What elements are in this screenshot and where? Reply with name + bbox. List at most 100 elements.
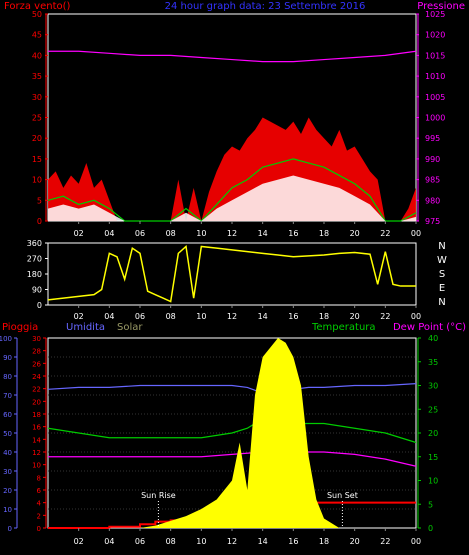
compass-label: N (438, 297, 445, 308)
x-tick-label: 18 (319, 229, 329, 238)
x-tick-label: 12 (227, 312, 237, 321)
humidity-label: Umidita (66, 322, 105, 333)
humidity-tick-label: 60 (3, 411, 12, 419)
temperature-label: Temperatura (311, 322, 376, 333)
wind-axis-label: Forza vento() (4, 1, 71, 12)
temperature-tick-label: 40 (428, 334, 438, 343)
temperature-line (47, 418, 417, 444)
rain-tick-label: 8 (37, 474, 41, 482)
left-tick-label: 90 (32, 286, 42, 295)
left-tick-label: 360 (27, 239, 42, 248)
compass-label: S (439, 269, 445, 280)
right-tick-label: 985 (425, 176, 440, 185)
temperature-tick-label: 25 (428, 405, 438, 414)
x-tick-label: 04 (104, 229, 114, 238)
x-tick-label: 16 (288, 229, 298, 238)
right-tick-label: 990 (425, 155, 440, 164)
temperature-tick-label: 35 (428, 358, 438, 367)
rain-tick-label: 14 (32, 436, 41, 444)
x-tick-label: 20 (350, 312, 360, 321)
x-tick-label: 12 (227, 537, 237, 546)
compass-label: N (438, 241, 445, 252)
x-tick-label: 02 (74, 229, 84, 238)
rain-tick-label: 20 (32, 398, 41, 406)
right-tick-label: 1025 (425, 10, 445, 19)
average-line (47, 158, 417, 222)
rain-tick-label: 12 (32, 449, 41, 457)
x-tick-label: 18 (319, 537, 329, 546)
x-tick-label: 14 (258, 312, 268, 321)
right-tick-label: 1000 (425, 114, 445, 123)
rain-tick-label: 22 (32, 386, 41, 394)
sun-rise-label: Sun Rise (141, 491, 176, 500)
compass-label: E (439, 283, 445, 294)
right-tick-label: 995 (425, 134, 440, 143)
x-tick-label: 18 (319, 312, 329, 321)
x-tick-label: 20 (350, 229, 360, 238)
humidity-tick-label: 80 (3, 373, 12, 381)
right-tick-label: 980 (425, 196, 440, 205)
humidity-tick-label: 30 (3, 468, 12, 476)
dewpoint-line (48, 451, 417, 467)
x-tick-label: 02 (74, 537, 84, 546)
pressure-line (48, 50, 417, 63)
right-tick-label: 1005 (425, 93, 445, 102)
left-tick-label: 35 (32, 72, 42, 81)
humidity-tick-label: 20 (3, 487, 12, 495)
temperature-tick-label: 30 (428, 382, 438, 391)
humidity-tick-label: 100 (0, 335, 12, 343)
humidity-tick-label: 0 (8, 525, 12, 533)
x-tick-label: 22 (380, 537, 390, 546)
dewpoint-label: Dew Point (°C) (393, 322, 466, 333)
x-tick-label: 08 (166, 229, 176, 238)
sun-set-label: Sun Set (327, 491, 358, 500)
left-tick-label: 270 (27, 255, 42, 264)
x-tick-label: 16 (288, 312, 298, 321)
x-tick-label: 14 (258, 229, 268, 238)
temperature-tick-label: 15 (428, 453, 438, 462)
x-tick-label: 10 (196, 537, 206, 546)
rain-tick-label: 26 (32, 360, 41, 368)
speed-area (48, 175, 416, 221)
solar-area (140, 338, 340, 528)
rain-tick-label: 30 (32, 335, 41, 343)
rain-tick-label: 10 (32, 462, 41, 470)
left-tick-label: 5 (37, 196, 42, 205)
x-tick-label: 20 (350, 537, 360, 546)
left-tick-label: 0 (37, 217, 42, 226)
x-tick-label: 06 (135, 537, 145, 546)
rain-tick-label: 2 (37, 512, 41, 520)
left-tick-label: 30 (32, 93, 42, 102)
x-tick-label: 22 (380, 312, 390, 321)
rain-tick-label: 6 (37, 487, 42, 495)
rain-tick-label: 18 (32, 411, 41, 419)
x-tick-label: 10 (196, 229, 206, 238)
x-tick-label: 14 (258, 537, 268, 546)
rain-tick-label: 28 (32, 348, 41, 356)
chart-title: 24 hour graph data: 23 Settembre 2016 (165, 1, 366, 12)
x-tick-label: 08 (166, 537, 176, 546)
rain-label: Pioggia (2, 322, 38, 333)
pressure-axis-label: Pressione (417, 1, 465, 12)
humidity-line (47, 383, 417, 394)
humidity-tick-label: 40 (3, 449, 12, 457)
left-tick-label: 20 (32, 134, 42, 143)
temperature-tick-label: 10 (428, 477, 438, 486)
rain-tick-label: 0 (37, 525, 41, 533)
x-tick-label: 04 (104, 312, 114, 321)
x-tick-label: 04 (104, 537, 114, 546)
humidity-tick-label: 90 (3, 354, 12, 362)
left-tick-label: 10 (32, 176, 42, 185)
temperature-tick-label: 0 (428, 524, 433, 533)
x-tick-label: 08 (166, 312, 176, 321)
right-tick-label: 1010 (425, 72, 445, 81)
x-tick-label: 12 (227, 229, 237, 238)
left-tick-label: 180 (27, 270, 42, 279)
rain-tick-label: 24 (32, 373, 41, 381)
left-tick-label: 15 (32, 155, 42, 164)
solar-label: Solar (117, 322, 143, 333)
humidity-tick-label: 10 (3, 506, 12, 514)
compass-label: W (437, 255, 447, 266)
direction-line (47, 244, 416, 303)
x-tick-label: 10 (196, 312, 206, 321)
